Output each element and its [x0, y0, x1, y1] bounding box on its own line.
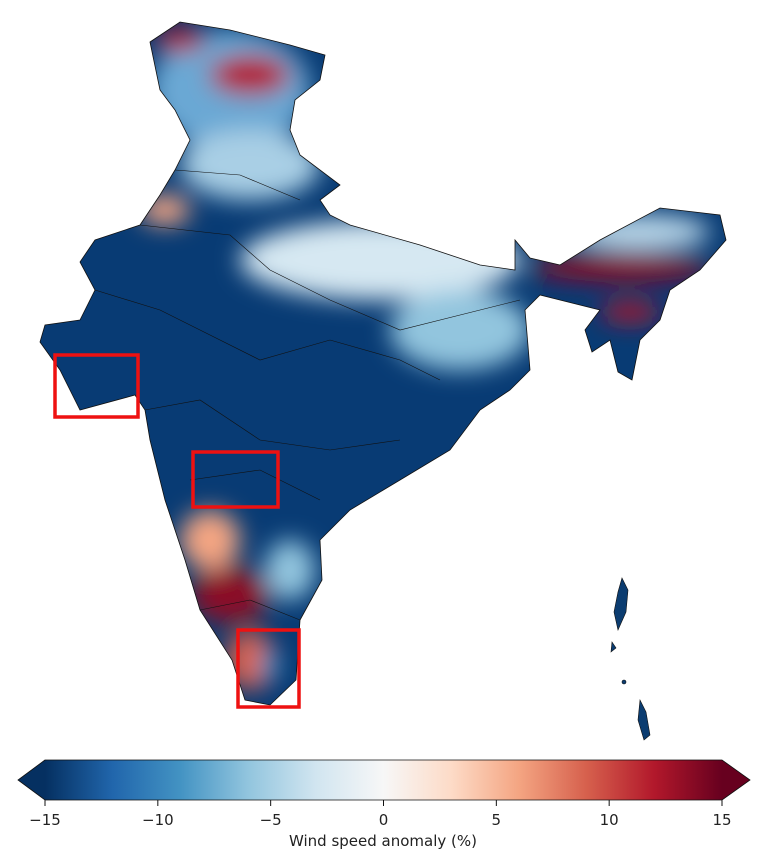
colorbar-tick-label: −10	[142, 811, 174, 829]
colorbar-extend-high	[722, 760, 750, 800]
colorbar-tick-label: 5	[492, 811, 502, 829]
state-borders	[94, 169, 521, 621]
colorbar: Wind speed anomaly (%) −15 −10 −5 0 5 10 15	[17, 759, 751, 850]
islands	[610, 577, 651, 741]
highlight-boxes	[53, 353, 301, 709]
colorbar-label: Wind speed anomaly (%)	[289, 832, 477, 850]
colorbar-tick-label: 15	[712, 811, 731, 829]
colorbar-tick-label: −15	[29, 811, 61, 829]
colorbar-gradient	[45, 760, 722, 800]
colorbar-tick-label: −5	[260, 811, 282, 829]
anomaly-map	[40, 22, 726, 705]
colorbar-tick-label: 0	[379, 811, 389, 829]
colorbar-tick-label: 10	[600, 811, 619, 829]
colorbar-extend-low	[18, 760, 45, 800]
